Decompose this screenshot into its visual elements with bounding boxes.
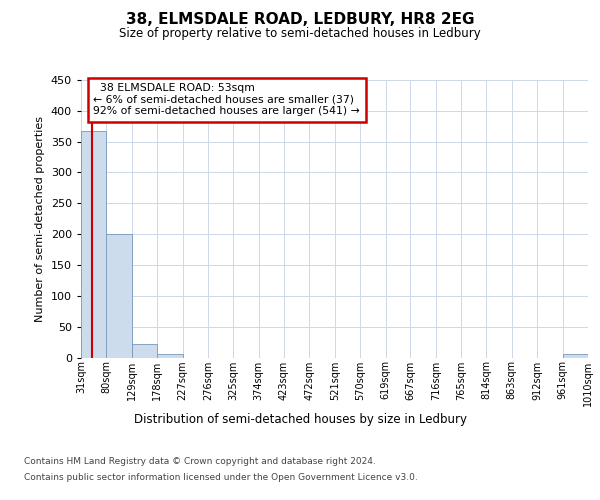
Text: Distribution of semi-detached houses by size in Ledbury: Distribution of semi-detached houses by … — [133, 412, 467, 426]
Bar — [157, 354, 182, 358]
Y-axis label: Number of semi-detached properties: Number of semi-detached properties — [35, 116, 45, 322]
Text: Contains HM Land Registry data © Crown copyright and database right 2024.: Contains HM Land Registry data © Crown c… — [24, 458, 376, 466]
Text: 38 ELMSDALE ROAD: 53sqm
← 6% of semi-detached houses are smaller (37)
92% of sem: 38 ELMSDALE ROAD: 53sqm ← 6% of semi-det… — [94, 83, 360, 116]
Text: Size of property relative to semi-detached houses in Ledbury: Size of property relative to semi-detach… — [119, 28, 481, 40]
Text: 38, ELMSDALE ROAD, LEDBURY, HR8 2EG: 38, ELMSDALE ROAD, LEDBURY, HR8 2EG — [126, 12, 474, 28]
Bar — [563, 354, 588, 358]
Bar — [81, 131, 106, 358]
Bar — [132, 344, 157, 358]
Bar — [106, 234, 132, 358]
Text: Contains public sector information licensed under the Open Government Licence v3: Contains public sector information licen… — [24, 472, 418, 482]
